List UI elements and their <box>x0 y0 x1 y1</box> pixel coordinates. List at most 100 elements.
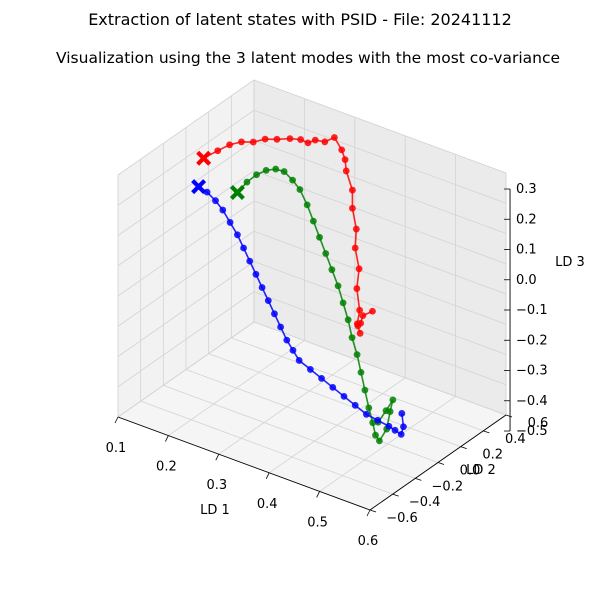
y-tick-label: 0.2 <box>482 448 503 463</box>
data-point <box>361 386 369 394</box>
x-tick-label: 0.4 <box>257 497 278 512</box>
y-axis-label: LD 2 <box>466 463 496 478</box>
data-point <box>340 392 348 400</box>
grid-line-z <box>117 261 255 357</box>
data-point <box>304 139 312 147</box>
data-point <box>273 135 281 143</box>
data-point <box>341 156 349 164</box>
x-tick-label: 0.2 <box>156 460 177 475</box>
data-point <box>349 186 356 194</box>
grid-line-z <box>117 109 255 206</box>
data-point <box>309 217 317 225</box>
data-point <box>252 270 260 278</box>
grid-line-z <box>117 291 255 388</box>
data-point <box>349 204 356 212</box>
data-point <box>389 396 397 404</box>
z-tick-label: −0.2 <box>516 333 548 348</box>
data-point <box>238 138 245 146</box>
grid-line-z <box>117 79 255 176</box>
data-point <box>306 366 314 373</box>
data-point <box>214 147 222 155</box>
series-2 <box>191 179 407 438</box>
figure-suptitle: Extraction of latent states with PSID - … <box>88 10 512 29</box>
data-point <box>357 319 365 327</box>
data-point <box>369 307 376 315</box>
y-tick-mark <box>460 446 467 450</box>
data-point <box>352 225 360 233</box>
data-point <box>363 410 370 418</box>
data-point <box>296 186 304 193</box>
y-tick-label: 0.6 <box>528 416 549 431</box>
x-tick-label: 0.1 <box>106 441 127 456</box>
data-point <box>258 284 266 291</box>
x-tick-label: 0.5 <box>307 515 328 530</box>
data-point <box>351 401 359 409</box>
data-point <box>212 197 219 205</box>
grid-line-z <box>253 109 507 204</box>
data-point <box>348 334 356 342</box>
data-point <box>374 416 382 424</box>
data-point <box>382 407 390 415</box>
data-point <box>318 374 325 382</box>
data-point <box>328 266 336 274</box>
data-point <box>261 135 269 143</box>
grid-line-z <box>253 230 507 325</box>
x-tick-mark <box>165 435 169 442</box>
z-tick-label: 0.0 <box>516 273 537 288</box>
data-point <box>357 368 365 376</box>
data-point <box>280 168 288 175</box>
data-point <box>356 329 364 337</box>
data-point <box>342 167 350 175</box>
data-point <box>398 410 406 417</box>
data-point <box>353 285 361 292</box>
x-tick-mark <box>215 454 220 461</box>
x-tick-mark <box>366 509 371 517</box>
grid-line-z <box>117 140 255 236</box>
data-point <box>253 171 260 179</box>
data-point <box>353 351 361 358</box>
grid-line-z <box>253 261 507 355</box>
data-point <box>329 383 337 391</box>
data-point <box>338 146 346 154</box>
data-point <box>376 437 383 445</box>
y-tick-mark <box>437 462 445 465</box>
x-tick-label: 0.6 <box>358 534 379 549</box>
y-tick-label: 0.0 <box>460 464 481 479</box>
y-tick-label: −0.6 <box>386 511 418 526</box>
data-point <box>262 166 270 174</box>
axes-title: Visualization using the 3 latent modes w… <box>56 49 560 67</box>
data-series <box>191 134 407 445</box>
data-point <box>289 346 297 354</box>
data-point <box>400 423 407 431</box>
tick-marks <box>114 188 513 517</box>
data-point <box>226 219 234 226</box>
data-point <box>249 138 257 146</box>
data-point <box>365 404 373 412</box>
data-point <box>272 165 280 173</box>
series-0 <box>196 134 376 337</box>
data-point <box>391 426 399 434</box>
series-1 <box>229 165 397 445</box>
y-tick-label: −0.2 <box>432 479 464 494</box>
y-tick-label: 0.4 <box>505 432 526 447</box>
data-point <box>283 336 291 344</box>
data-point <box>321 138 329 146</box>
data-point <box>311 136 319 144</box>
data-point <box>297 136 305 143</box>
data-point <box>322 250 330 257</box>
data-point <box>240 244 247 252</box>
grid-line-z <box>117 200 255 297</box>
data-point <box>289 176 296 184</box>
start-marker <box>196 150 212 166</box>
x-axis-label: LD 1 <box>200 503 230 518</box>
start-marker <box>191 179 207 195</box>
data-point <box>344 316 352 324</box>
data-point <box>243 178 251 186</box>
data-point <box>286 135 294 143</box>
tick-labels: 0.10.20.30.40.50.6−0.6−0.4−0.20.00.20.40… <box>106 182 549 549</box>
grid-line-z <box>253 140 507 234</box>
x-tick-label: 0.3 <box>206 478 227 493</box>
y-tick-mark <box>415 477 422 481</box>
x-tick-mark <box>316 491 320 498</box>
data-point <box>397 431 405 438</box>
